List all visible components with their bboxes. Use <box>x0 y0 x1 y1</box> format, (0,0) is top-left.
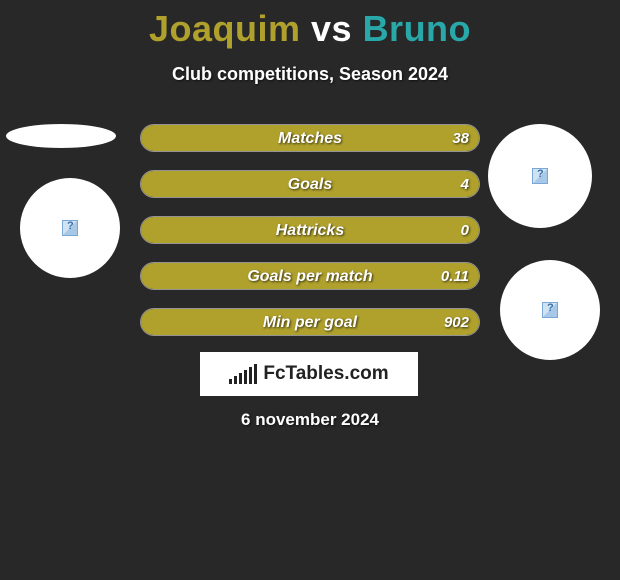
stat-value-right: 0 <box>461 217 469 243</box>
stat-label: Hattricks <box>141 217 479 243</box>
vs-separator: vs <box>311 8 352 49</box>
placeholder-icon <box>532 168 548 184</box>
stat-label: Goals <box>141 171 479 197</box>
stat-row: Hattricks0 <box>140 216 480 244</box>
player2-name: Bruno <box>363 8 471 49</box>
placeholder-icon <box>62 220 78 236</box>
page-title: Joaquim vs Bruno <box>0 0 620 50</box>
stat-label: Matches <box>141 125 479 151</box>
stat-row: Matches38 <box>140 124 480 152</box>
stat-value-right: 38 <box>452 125 469 151</box>
player2-avatar-top <box>488 124 592 228</box>
stat-value-right: 4 <box>461 171 469 197</box>
stat-value-right: 0.11 <box>441 263 469 289</box>
subtitle: Club competitions, Season 2024 <box>0 64 620 85</box>
logo-bars-icon <box>229 364 257 384</box>
stat-row: Min per goal902 <box>140 308 480 336</box>
player1-avatar <box>20 178 120 278</box>
date-label: 6 november 2024 <box>0 410 620 430</box>
placeholder-icon <box>542 302 558 318</box>
stat-row: Goals4 <box>140 170 480 198</box>
logo-text: FcTables.com <box>263 363 388 385</box>
decorative-ellipse <box>6 124 116 148</box>
player1-name: Joaquim <box>149 8 301 49</box>
stat-label: Min per goal <box>141 309 479 335</box>
stats-container: Matches38 Goals4 Hattricks0 Goals per match… <box>140 124 480 354</box>
stat-value-right: 902 <box>444 309 469 335</box>
player2-avatar-bottom <box>500 260 600 360</box>
logo-box: FcTables.com <box>200 352 418 396</box>
stat-row: Goals per match0.11 <box>140 262 480 290</box>
stat-label: Goals per match <box>141 263 479 289</box>
